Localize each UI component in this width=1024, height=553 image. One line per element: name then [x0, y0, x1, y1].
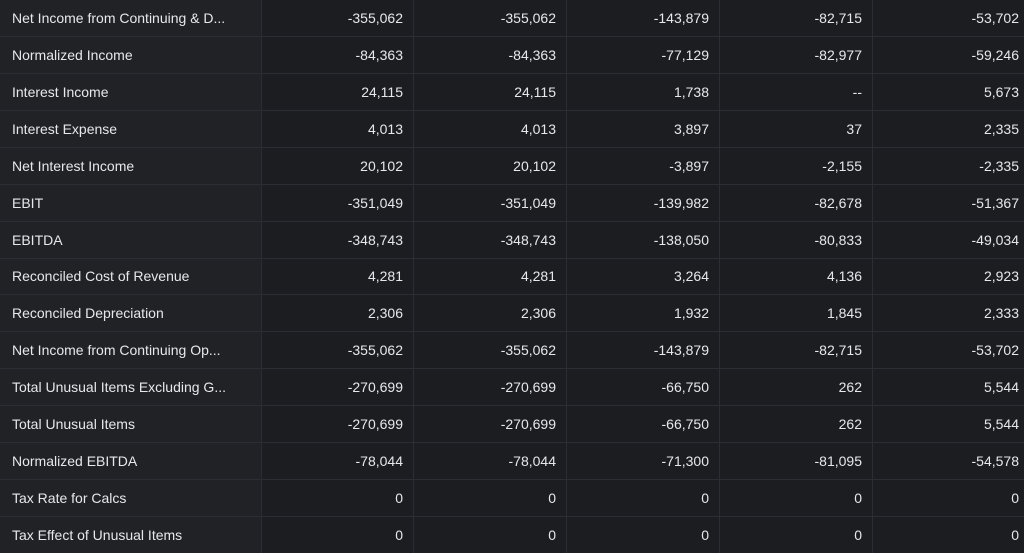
table-cell-value: 0 [414, 517, 566, 553]
table-cell-value: 4,013 [414, 110, 566, 147]
row-label: Interest Income [0, 73, 261, 110]
table-cell-value: -82,678 [720, 184, 872, 221]
table-cell-value: -355,062 [262, 332, 413, 369]
table-cell-value: 262 [720, 406, 872, 443]
table-cell-value: 2,333 [873, 295, 1024, 332]
table-cell-value: -348,743 [414, 221, 566, 258]
table-cell-value: 24,115 [414, 73, 566, 110]
table-cell-value: 0 [414, 480, 566, 517]
table-cell-value: 5,673 [873, 73, 1024, 110]
table-cell-value: -270,699 [414, 406, 566, 443]
table-cell-value: -270,699 [262, 406, 413, 443]
table-cell-value: -59,246 [873, 36, 1024, 73]
row-label: Total Unusual Items Excluding G... [0, 369, 261, 406]
table-cell-value: 3,897 [567, 110, 719, 147]
table-cell-value: -81,095 [720, 443, 872, 480]
table-cell-value: 2,306 [414, 295, 566, 332]
table-cell-value: -355,062 [262, 0, 413, 36]
row-label: Total Unusual Items [0, 406, 261, 443]
table-cell-value: 5,544 [873, 406, 1024, 443]
table-cell-value: -351,049 [262, 184, 413, 221]
table-cell-value: -143,879 [567, 0, 719, 36]
table-cell-value: -2,155 [720, 147, 872, 184]
table-cell-value: -53,702 [873, 0, 1024, 36]
table-cell-value: -- [720, 73, 872, 110]
table-cell-value: -143,879 [567, 332, 719, 369]
table-cell-value: -78,044 [262, 443, 413, 480]
table-cell-value: 20,102 [414, 147, 566, 184]
table-cell-value: 37 [720, 110, 872, 147]
row-label: Reconciled Cost of Revenue [0, 258, 261, 295]
table-cell-value: -84,363 [414, 36, 566, 73]
table-cell-value: -139,982 [567, 184, 719, 221]
table-cell-value: -270,699 [262, 369, 413, 406]
table-cell-value: -66,750 [567, 369, 719, 406]
table-cell-value: -355,062 [414, 332, 566, 369]
table-cell-value: 0 [873, 517, 1024, 553]
table-cell-value: 2,923 [873, 258, 1024, 295]
table-cell-value: 1,845 [720, 295, 872, 332]
row-label: EBITDA [0, 221, 261, 258]
table-cell-value: -2,335 [873, 147, 1024, 184]
table-cell-value: 3,264 [567, 258, 719, 295]
row-label: Net Income from Continuing & D... [0, 0, 261, 36]
table-cell-value: 5,544 [873, 369, 1024, 406]
table-cell-value: -80,833 [720, 221, 872, 258]
table-cell-value: -82,977 [720, 36, 872, 73]
table-cell-value: 262 [720, 369, 872, 406]
table-cell-value: -53,702 [873, 332, 1024, 369]
table-cell-value: -82,715 [720, 332, 872, 369]
row-label: Interest Expense [0, 110, 261, 147]
row-label: Net Income from Continuing Op... [0, 332, 261, 369]
table-cell-value: -348,743 [262, 221, 413, 258]
table-cell-value: 2,335 [873, 110, 1024, 147]
table-cell-value: 0 [567, 480, 719, 517]
table-cell-value: 0 [720, 517, 872, 553]
table-cell-value: -51,367 [873, 184, 1024, 221]
row-label: Reconciled Depreciation [0, 295, 261, 332]
table-cell-value: 4,136 [720, 258, 872, 295]
row-label: Tax Effect of Unusual Items [0, 517, 261, 553]
table-cell-value: 0 [262, 517, 413, 553]
table-cell-value: -355,062 [414, 0, 566, 36]
table-cell-value: -351,049 [414, 184, 566, 221]
row-label: Normalized EBITDA [0, 443, 261, 480]
table-cell-value: -78,044 [414, 443, 566, 480]
table-cell-value: 4,281 [414, 258, 566, 295]
table-cell-value: 2,306 [262, 295, 413, 332]
table-cell-value: -77,129 [567, 36, 719, 73]
table-cell-value: 24,115 [262, 73, 413, 110]
row-label: Tax Rate for Calcs [0, 480, 261, 517]
table-cell-value: -3,897 [567, 147, 719, 184]
table-cell-value: 4,281 [262, 258, 413, 295]
table-cell-value: 0 [262, 480, 413, 517]
table-cell-value: -71,300 [567, 443, 719, 480]
table-cell-value: 4,013 [262, 110, 413, 147]
table-cell-value: -66,750 [567, 406, 719, 443]
table-cell-value: 1,932 [567, 295, 719, 332]
table-cell-value: -84,363 [262, 36, 413, 73]
row-label: EBIT [0, 184, 261, 221]
table-cell-value: 1,738 [567, 73, 719, 110]
row-label: Net Interest Income [0, 147, 261, 184]
table-cell-value: -138,050 [567, 221, 719, 258]
table-cell-value: -49,034 [873, 221, 1024, 258]
table-cell-value: 0 [873, 480, 1024, 517]
table-cell-value: 0 [567, 517, 719, 553]
table-cell-value: 20,102 [262, 147, 413, 184]
row-label: Normalized Income [0, 36, 261, 73]
table-cell-value: -54,578 [873, 443, 1024, 480]
table-cell-value: 0 [720, 480, 872, 517]
table-cell-value: -82,715 [720, 0, 872, 36]
table-cell-value: -270,699 [414, 369, 566, 406]
